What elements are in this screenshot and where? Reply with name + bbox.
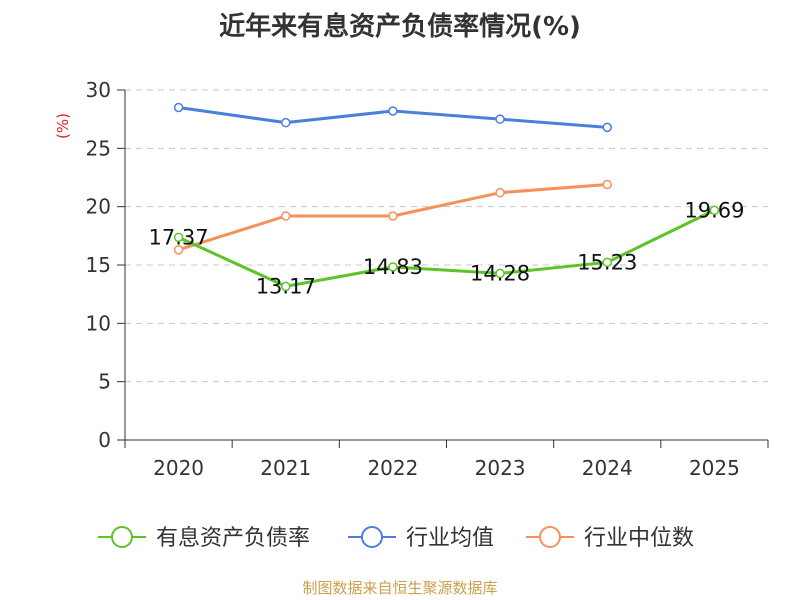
data-label: 13.17	[256, 274, 316, 298]
legend-marker	[539, 526, 561, 548]
x-tick-label: 2023	[475, 456, 526, 480]
legend-item: 有息资产负债率	[98, 526, 310, 551]
legend-marker	[361, 526, 383, 548]
data-point	[709, 205, 720, 216]
data-point	[281, 117, 291, 128]
data-point	[281, 281, 291, 292]
y-tick-label: 20	[86, 195, 111, 219]
series-lines	[173, 102, 720, 292]
data-point	[173, 102, 184, 113]
y-tick-label: 30	[86, 78, 111, 102]
x-tick-label: 2020	[153, 456, 204, 480]
data-point	[173, 232, 184, 243]
y-tick-label: 15	[86, 253, 111, 277]
x-tick-label: 2024	[582, 456, 633, 480]
data-point	[495, 187, 505, 198]
data-point	[388, 106, 398, 116]
legend-item: 行业均值	[348, 526, 494, 551]
legend-item: 行业中位数	[526, 526, 694, 551]
legend-label: 行业中位数	[584, 526, 694, 551]
data-labels: 17.37 13.17 14.83 14.28 15.23 19.69	[149, 198, 745, 298]
x-tick-label: 2021	[260, 456, 311, 480]
legend-label: 行业均值	[406, 526, 494, 551]
data-label: 17.37	[149, 225, 209, 249]
grid-lines	[125, 89, 768, 383]
data-point	[495, 268, 505, 279]
data-point	[602, 122, 612, 133]
source-note: 制图数据来自恒生聚源数据库	[302, 579, 498, 597]
y-tick-label: 10	[86, 311, 111, 335]
data-label: 19.69	[684, 198, 744, 222]
x-tick-label: 2022	[367, 456, 418, 480]
x-tick-label: 2025	[689, 456, 740, 480]
series-line	[177, 208, 716, 288]
data-point	[602, 179, 612, 190]
y-tick-label: 25	[86, 136, 111, 160]
data-label: 14.83	[363, 255, 423, 279]
data-point	[388, 211, 398, 221]
legend-label: 有息资产负债率	[156, 526, 310, 551]
data-point	[602, 257, 612, 268]
data-label: 14.28	[470, 261, 530, 285]
chart-title: 近年来有息资产负债率情况(%)	[219, 12, 581, 42]
legend: 有息资产负债率 行业均值 行业中位数	[98, 526, 694, 551]
data-label: 15.23	[577, 250, 637, 274]
legend-marker	[111, 526, 133, 548]
y-tick-label: 5	[98, 370, 111, 394]
data-point	[388, 262, 398, 272]
data-point	[173, 245, 184, 255]
y-axis-label: (%)	[54, 113, 72, 139]
data-point	[495, 114, 505, 124]
y-tick-label: 0	[98, 428, 111, 452]
data-point	[281, 211, 291, 221]
